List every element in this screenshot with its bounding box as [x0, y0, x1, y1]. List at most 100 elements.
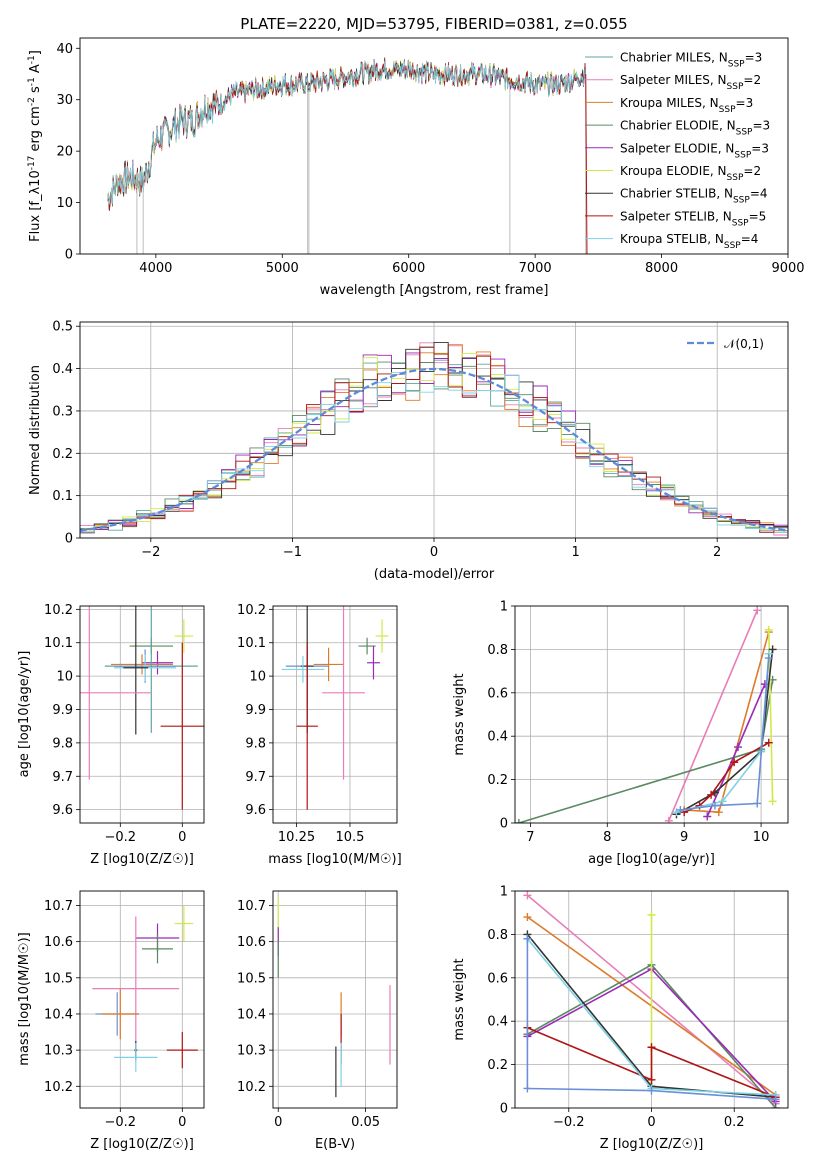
panel-mass-EBV: 0 0.05 10.2 10.3 10.4 10.5 10.6 10.7 E(B-V): [237, 890, 398, 1152]
weight-marker: [523, 913, 532, 922]
x-tick-label: 7000: [519, 261, 552, 276]
legend-entry: Chabrier MILES, NSSP=3: [620, 51, 762, 70]
plot-area: [80, 891, 204, 1108]
x-tick-label: −0.2: [105, 1115, 137, 1130]
x-tick-label: 1: [571, 545, 579, 560]
weight-marker: [764, 738, 773, 747]
y-tick-label: 0.6: [487, 971, 508, 986]
y-tick-label: 10: [249, 670, 266, 685]
x-tick-label: 8000: [645, 261, 678, 276]
x-tick-label: 9: [680, 830, 688, 845]
y-tick-label: 10.2: [237, 1080, 266, 1095]
y-tick-label: 0.5: [52, 320, 73, 335]
weight-series: [526, 938, 776, 1101]
y-tick-label: 10: [56, 196, 73, 211]
panel-age-mass: 10.25 10.5 9.6 9.7 9.8 9.9 10 10.1 10.2 mass [log…: [237, 603, 402, 867]
weight-marker: [764, 654, 773, 663]
y-tick-label: 30: [56, 93, 73, 108]
normal-curve: [80, 367, 788, 532]
y-tick-label: 10.7: [237, 899, 266, 914]
y-tick-label: 0.4: [487, 1015, 508, 1030]
x-tick-label: 2: [713, 545, 721, 560]
y-tick-label: 10.5: [237, 971, 266, 986]
y-tick-label: 9.7: [245, 770, 266, 785]
weight-marker: [647, 1043, 656, 1052]
weight-marker: [714, 808, 723, 817]
y-tick-label: 10.5: [44, 971, 73, 986]
x-tick-label: 5000: [266, 261, 299, 276]
plot-area: [80, 322, 788, 538]
y-tick-label: 0: [500, 1102, 508, 1117]
plot-area: [273, 606, 397, 823]
y-axis-label: age [log10(age/yr)]: [17, 651, 32, 778]
legend-entry: Kroupa MILES, NSSP=3: [620, 96, 753, 115]
x-tick-label: 10.5: [335, 830, 364, 845]
spectrum-series: [107, 59, 587, 205]
weight-marker: [760, 680, 769, 689]
x-tick-label: 7: [526, 830, 534, 845]
y-tick-label: 10.2: [44, 603, 73, 618]
y-tick-label: 1: [500, 600, 508, 615]
x-tick-label: 0.05: [351, 1115, 380, 1130]
y-tick-label: 0.1: [52, 489, 73, 504]
x-axis-label: Z [log10(Z/Z☉)]: [600, 1137, 704, 1152]
x-tick-label: 0.2: [724, 1115, 745, 1130]
x-axis-label: Z [log10(Z/Z☉)]: [90, 1137, 194, 1152]
x-tick-label: 0: [647, 1115, 655, 1130]
y-axis-label: mass weight: [452, 673, 467, 755]
y-tick-label: 0.3: [52, 404, 73, 419]
weight-marker: [523, 934, 532, 943]
x-tick-label: 0: [178, 830, 186, 845]
panel-weight-age: 7 8 9 10 0 0.2 0.4 0.6 0.8 1 age [log10(age/yr)] ma…: [452, 600, 789, 867]
weight-marker: [523, 1084, 532, 1093]
y-tick-label: 0.2: [487, 1058, 508, 1073]
weight-marker: [710, 801, 719, 810]
weight-marker: [771, 1095, 780, 1104]
weight-series: [518, 679, 774, 823]
weight-marker: [718, 797, 727, 806]
axes-frame: [79, 890, 205, 1109]
y-tick-label: 9.8: [52, 736, 73, 751]
axes-frame: [79, 605, 205, 824]
y-tick-label: 10.2: [237, 603, 266, 618]
weight-series: [680, 658, 770, 811]
y-tick-label: 0.6: [487, 686, 508, 701]
weight-marker: [647, 1075, 656, 1084]
x-tick-label: 6000: [392, 261, 425, 276]
y-tick-label: 0.2: [52, 447, 73, 462]
x-axis-label: wavelength [Angstrom, rest frame]: [320, 283, 549, 298]
x-tick-label: −1: [283, 545, 302, 560]
weight-series: [527, 1026, 776, 1098]
plot-area: [273, 891, 397, 1108]
plot-area: [107, 57, 588, 254]
x-tick-label: 0: [274, 1115, 282, 1130]
y-tick-label: 20: [56, 145, 73, 160]
weight-marker: [647, 1086, 656, 1095]
legend-entry: Kroupa STELIB, NSSP=4: [620, 232, 758, 251]
axes-frame: [79, 37, 789, 255]
panel-mass-Z: −0.2 0 10.2 10.3 10.4 10.5 10.6 10.7 Z [log10(Z/…: [17, 890, 205, 1152]
weight-marker: [753, 799, 762, 808]
weight-marker: [734, 743, 743, 752]
y-tick-label: 0: [500, 817, 508, 832]
weight-marker: [730, 758, 739, 767]
legend-entry: Salpeter STELIB, NSSP=5: [620, 209, 766, 228]
y-tick-label: 40: [56, 42, 73, 57]
x-tick-label: −0.2: [105, 830, 137, 845]
weight-series: [684, 631, 770, 813]
y-axis-label: mass [log10(M/M☉)]: [17, 932, 32, 1065]
weight-series: [676, 649, 774, 815]
x-axis-label: age [log10(age/yr)]: [588, 852, 715, 867]
panel-weight-Z: −0.2 0 0.2 0 0.2 0.4 0.6 0.8 1 Z [log10(Z/Z☉)] mas…: [452, 885, 789, 1152]
y-tick-label: 0.4: [52, 362, 73, 377]
x-axis-label: Z [log10(Z/Z☉)]: [90, 852, 194, 867]
y-tick-label: 10.2: [44, 1080, 73, 1095]
x-tick-label: 10.25: [278, 830, 315, 845]
plot-area: [515, 606, 788, 823]
weight-marker: [703, 812, 712, 821]
y-tick-label: 0.4: [487, 730, 508, 745]
y-tick-label: 10.3: [44, 1044, 73, 1059]
x-axis-label: E(B-V): [315, 1137, 355, 1152]
weight-marker: [515, 819, 523, 823]
